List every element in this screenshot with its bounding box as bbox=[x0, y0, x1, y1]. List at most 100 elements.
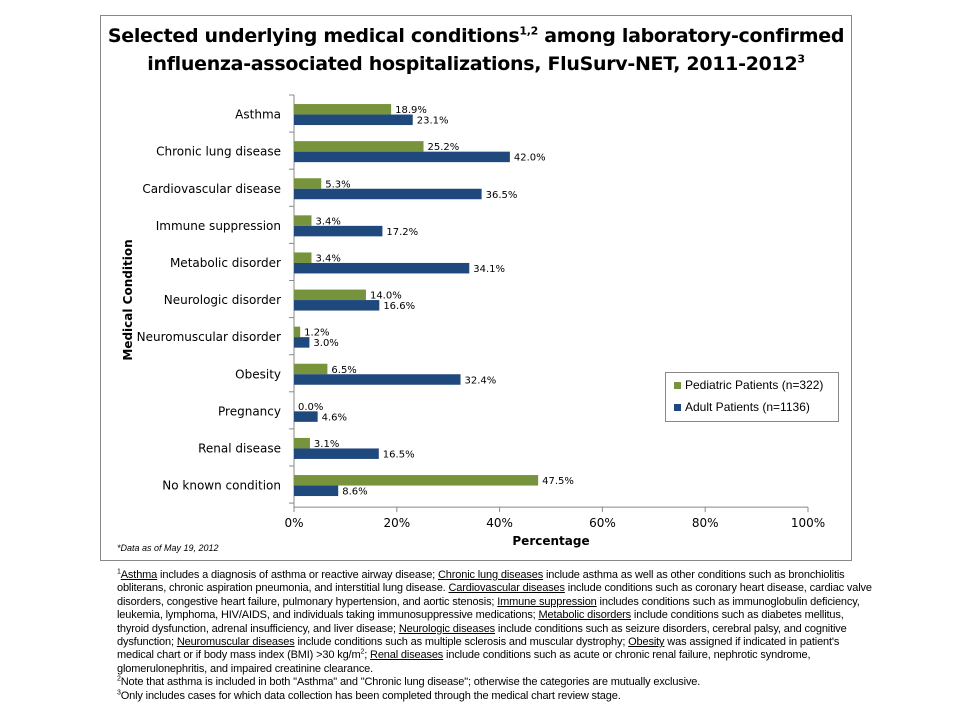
bar-pediatric bbox=[294, 104, 392, 115]
data-label: 5.3% bbox=[325, 179, 350, 190]
category-label: Immune suppression bbox=[156, 219, 281, 233]
data-label: 8.6% bbox=[342, 487, 367, 498]
footnote-term: Obesity bbox=[628, 636, 665, 649]
footnote-line: dysfunction; Neuromuscular diseases incl… bbox=[117, 636, 872, 649]
data-label: 14.0% bbox=[370, 291, 402, 302]
data-label: 3.4% bbox=[315, 216, 340, 227]
bar-pediatric bbox=[294, 326, 301, 338]
legend-label: Adult Patients (n=1136) bbox=[685, 400, 810, 414]
title-line: influenza-associated hospitalizations, F… bbox=[147, 52, 805, 75]
footnote-line: 1Asthma includes a diagnosis of asthma o… bbox=[117, 568, 872, 582]
data-label: 3.1% bbox=[314, 439, 339, 450]
data-label: 36.5% bbox=[486, 190, 518, 201]
data-label: 18.9% bbox=[395, 105, 427, 116]
footnote-line: medical chart or if body mass index (BMI… bbox=[117, 649, 872, 662]
data-label: 42.0% bbox=[514, 153, 546, 164]
bar-adult bbox=[294, 188, 482, 200]
x-tick-label: 60% bbox=[589, 516, 616, 530]
footnote-text: include conditions such as seizure disor… bbox=[495, 622, 847, 635]
category-label: Asthma bbox=[235, 108, 281, 122]
footnote-text: ; bbox=[364, 649, 371, 662]
footnote-term: Immune suppression bbox=[497, 595, 597, 608]
bar-pediatric bbox=[294, 215, 312, 226]
footnote-text: was assigned if indicated in patient's bbox=[664, 636, 840, 649]
bar-adult bbox=[294, 485, 339, 497]
x-tick-label: 80% bbox=[692, 516, 719, 530]
footnote-text: medical chart or if body mass index (BMI… bbox=[117, 649, 361, 662]
data-label: 6.5% bbox=[331, 365, 356, 376]
footnote-line: obliterans, chronic aspiration pneumonia… bbox=[117, 582, 872, 595]
data-label: 16.5% bbox=[383, 449, 415, 460]
footnote-text: includes conditions such as immunoglobul… bbox=[596, 595, 860, 608]
data-label: 32.4% bbox=[465, 375, 497, 386]
x-tick-label: 0% bbox=[284, 516, 303, 530]
legend-item-pediatric: Pediatric Patients (n=322) bbox=[674, 378, 823, 392]
data-label: 0.0% bbox=[298, 402, 323, 413]
data-label: 47.5% bbox=[542, 476, 574, 487]
footnote-marker: 2 bbox=[360, 648, 365, 656]
footnote-text: includes a diagnosis of asthma or reacti… bbox=[157, 569, 438, 581]
data-label: 3.4% bbox=[315, 253, 340, 264]
category-label: Neuromuscular disorder bbox=[137, 330, 281, 344]
footnote-text: obliterans, chronic aspiration pneumonia… bbox=[117, 582, 449, 595]
bar-pediatric bbox=[294, 363, 328, 375]
footnote-text: disorders, congestive heart failure, pul… bbox=[117, 595, 498, 608]
category-label: Chronic lung disease bbox=[156, 145, 281, 159]
bar-adult bbox=[294, 262, 470, 274]
data-label: 3.0% bbox=[313, 338, 338, 349]
footnote-line: 3Only includes cases for which data coll… bbox=[117, 689, 872, 703]
data-label: 4.6% bbox=[322, 412, 347, 423]
bar-pediatric bbox=[294, 141, 424, 152]
legend: Pediatric Patients (n=322) Adult Patient… bbox=[665, 372, 839, 422]
data-label: 17.2% bbox=[386, 227, 418, 238]
footnote-text: thyroid dysfunction, adrenal insufficien… bbox=[117, 622, 399, 635]
bar-pediatric bbox=[294, 252, 312, 263]
category-label: No known condition bbox=[162, 479, 281, 493]
chart-title: Selected underlying medical conditions1,… bbox=[100, 22, 852, 78]
footnote-line: leukemia, lymphoma, HIV/AIDS, and indivi… bbox=[117, 609, 872, 622]
footnote-term: Renal diseases bbox=[370, 649, 444, 662]
category-label: Neurologic disorder bbox=[164, 293, 281, 307]
data-note: *Data as of May 19, 2012 bbox=[117, 543, 219, 553]
bar-adult bbox=[294, 374, 461, 385]
bar-adult bbox=[294, 225, 383, 237]
footnote-term: Neurologic diseases bbox=[398, 622, 496, 635]
footnote-term: Cardiovascular diseases bbox=[448, 582, 565, 595]
category-label: Metabolic disorder bbox=[170, 256, 281, 270]
footnote-text: include conditions such as multiple scle… bbox=[294, 636, 629, 649]
data-label: 23.1% bbox=[417, 116, 449, 127]
footnote-text: Note that asthma is included in both "As… bbox=[120, 676, 701, 689]
footnote-line: glomerulonephritis, and impaired creatin… bbox=[117, 663, 872, 676]
bar-adult bbox=[294, 411, 318, 422]
footnote-line: 2Note that asthma is included in both "A… bbox=[117, 676, 872, 689]
legend-swatch bbox=[674, 381, 681, 389]
data-label: 34.1% bbox=[473, 264, 505, 275]
bar-adult bbox=[294, 114, 413, 126]
footnote-text: include asthma as well as other conditio… bbox=[543, 569, 845, 581]
footnotes: 1Asthma includes a diagnosis of asthma o… bbox=[117, 568, 872, 703]
bar-adult bbox=[294, 337, 310, 348]
chart-frame bbox=[100, 15, 852, 561]
category-label: Renal disease bbox=[198, 441, 281, 455]
footnote-term: Chronic lung diseases bbox=[437, 569, 544, 581]
footnote-text: include conditions such as diabetes mell… bbox=[631, 609, 844, 622]
bar-pediatric bbox=[294, 475, 539, 486]
x-tick-label: 40% bbox=[486, 516, 513, 530]
footnote-marker: 1 bbox=[117, 568, 121, 576]
y-axis-title: Medical Condition bbox=[121, 239, 135, 360]
title-line: Selected underlying medical conditions1,… bbox=[107, 24, 845, 47]
bar-adult bbox=[294, 448, 379, 459]
footnote-marker: 2 bbox=[117, 675, 121, 683]
footnote-text: include conditions such as coronary hear… bbox=[564, 582, 872, 595]
footnote-text: include conditions such as acute or chro… bbox=[443, 649, 811, 662]
footnote-term: Neuromuscular diseases bbox=[176, 636, 295, 649]
bar-adult bbox=[294, 151, 510, 163]
x-axis-title: Percentage bbox=[512, 534, 589, 548]
footnote-term: Asthma bbox=[120, 569, 158, 581]
data-label: 1.2% bbox=[304, 328, 329, 339]
legend-item-adult: Adult Patients (n=1136) bbox=[674, 400, 810, 414]
footnote-line: disorders, congestive heart failure, pul… bbox=[117, 596, 872, 609]
x-tick-label: 20% bbox=[383, 516, 410, 530]
bar-adult bbox=[294, 300, 380, 311]
